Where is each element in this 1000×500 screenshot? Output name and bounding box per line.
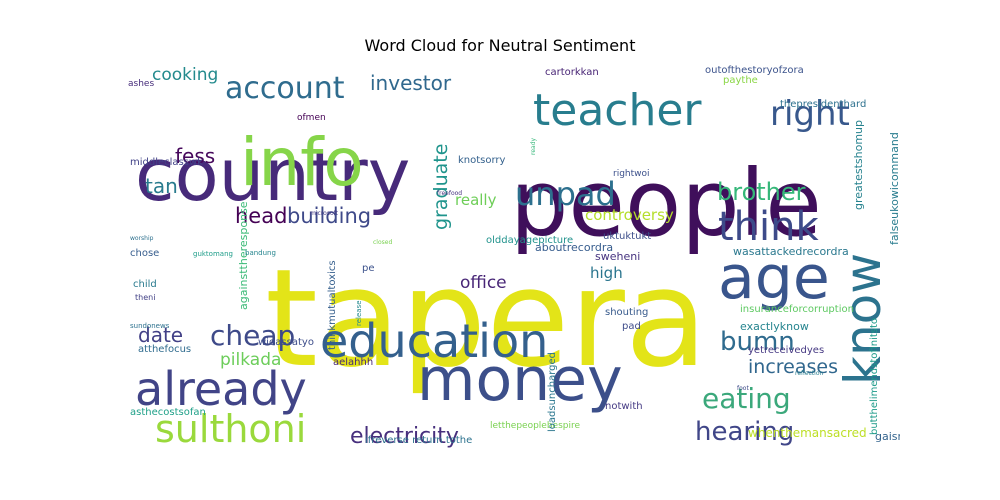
word-atthefocus: atthefocus: [138, 344, 191, 355]
word-cooking: cooking: [152, 65, 218, 85]
word-cheap: cheap: [210, 319, 295, 352]
word-knotsorry: knotsorry: [458, 155, 506, 166]
word-insuranceforcorruption: insuranceforcorruption: [740, 304, 854, 315]
word-ifreverse-return-tothe: ifreverse return tothe: [365, 435, 472, 446]
word-ofmen: ofmen: [297, 113, 326, 123]
word-teacher: teacher: [533, 85, 702, 136]
word-bumn: bumn: [720, 327, 795, 357]
chart-title: Word Cloud for Neutral Sentiment: [364, 36, 636, 55]
word-pilkada: pilkada: [220, 350, 281, 370]
word-controversy: controversy: [585, 206, 674, 224]
word-outofthestoryofzora: outofthestoryofzora: [705, 65, 804, 76]
word-rightwoi: rightwoi: [613, 169, 650, 179]
word-think: think: [718, 204, 820, 250]
word-paythe: paythe: [723, 75, 758, 86]
word-freefood: freefood: [437, 190, 462, 197]
word-wasattackedrecordra: wasattackedrecordra: [733, 245, 849, 258]
word-ashes: ashes: [128, 79, 154, 89]
word-yetreceivedyes: yetreceivedyes: [748, 345, 824, 356]
word-brother: brother: [717, 178, 806, 206]
word-falseukowicommand: falseukowicommand: [888, 132, 900, 245]
word-investor: investor: [370, 71, 452, 95]
word-education: education: [320, 314, 548, 368]
word-unpad: unpad: [515, 175, 616, 213]
word-gaisntilight: gaisntilight: [875, 430, 900, 443]
word-foot: foot: [737, 385, 749, 392]
word-microsoft: microsoft: [310, 210, 339, 217]
word-country: country: [135, 133, 410, 217]
word-thinkmutualtoxics: thinkmutualtoxics: [327, 260, 338, 350]
word-high: high: [590, 264, 623, 282]
word-chose: chose: [130, 248, 159, 259]
word-hearing: hearing: [695, 417, 794, 447]
word-sweheni: sweheni: [595, 250, 640, 263]
word-tapera: tapera: [265, 240, 708, 397]
word-butthelimendstofinitsto: butthelimendstofinitsto: [869, 318, 880, 435]
word-pad: pad: [622, 321, 641, 332]
word-exactlyknow: exactlyknow: [740, 320, 809, 333]
word-office: office: [460, 273, 507, 293]
word-aelahhh: aelahhh: [333, 357, 373, 368]
word-pe: pe: [362, 263, 375, 274]
word-reflection: reflection: [795, 370, 823, 377]
word-fess: fess: [175, 144, 215, 168]
word-age: age: [718, 243, 830, 313]
word-building: building: [287, 204, 371, 228]
word-date: date: [138, 323, 183, 347]
word-sulthoni: sulthoni: [155, 407, 306, 450]
word-eating: eating: [702, 382, 791, 415]
word-cartorkkan: cartorkkan: [545, 67, 599, 78]
word-know: know: [834, 253, 892, 385]
word-tan: tan: [145, 174, 178, 198]
word-closed: closed: [373, 239, 392, 246]
word-right: right: [770, 94, 850, 134]
word-info: info: [240, 124, 364, 201]
word-thepresidenthard: thepresidenthard: [780, 99, 866, 110]
word-account: account: [225, 71, 345, 106]
word-uktuktukt: uktuktukt: [603, 231, 651, 242]
word-aboutrecordra: aboutrecordra: [535, 241, 613, 254]
word-letthepeoplebespire: letthepeoplebespire: [490, 421, 580, 431]
word-guktomang: guktomang: [193, 250, 233, 258]
word-asthecostsofan: asthecostsofan: [130, 407, 206, 418]
word-shouting: shouting: [605, 307, 648, 318]
word-money: money: [417, 345, 623, 415]
word-head: head: [235, 204, 287, 228]
word-graduate: graduate: [430, 144, 452, 230]
word-againsttheresponse: againsttheresponse: [237, 201, 250, 310]
word-middleclasswk: middleclasswk: [130, 157, 203, 168]
word-bandung: bandung: [245, 249, 276, 257]
word-greatestshomup: greatestshomup: [852, 120, 865, 210]
word-increases: increases: [748, 356, 838, 378]
word-sundonews: sundonews: [130, 322, 170, 330]
word-really: really: [455, 191, 497, 209]
word-electricity: electricity: [350, 424, 459, 449]
word-people: people: [510, 150, 822, 257]
word-release: release: [355, 300, 363, 326]
word-child: child: [133, 279, 157, 290]
word-loadsuncharged: loadsuncharged: [547, 352, 558, 432]
word-theni: theni: [135, 293, 155, 302]
word-whenthemansacred: whenthemansacred: [748, 426, 867, 440]
word-ready: ready: [530, 137, 537, 155]
word-worship: worship: [130, 235, 154, 242]
word-notwith: notwith: [605, 401, 643, 412]
word-already: already: [135, 362, 307, 416]
word-widassatyo: widassatyo: [258, 337, 314, 348]
word-olddayagepicture: olddayagepicture: [486, 235, 573, 246]
